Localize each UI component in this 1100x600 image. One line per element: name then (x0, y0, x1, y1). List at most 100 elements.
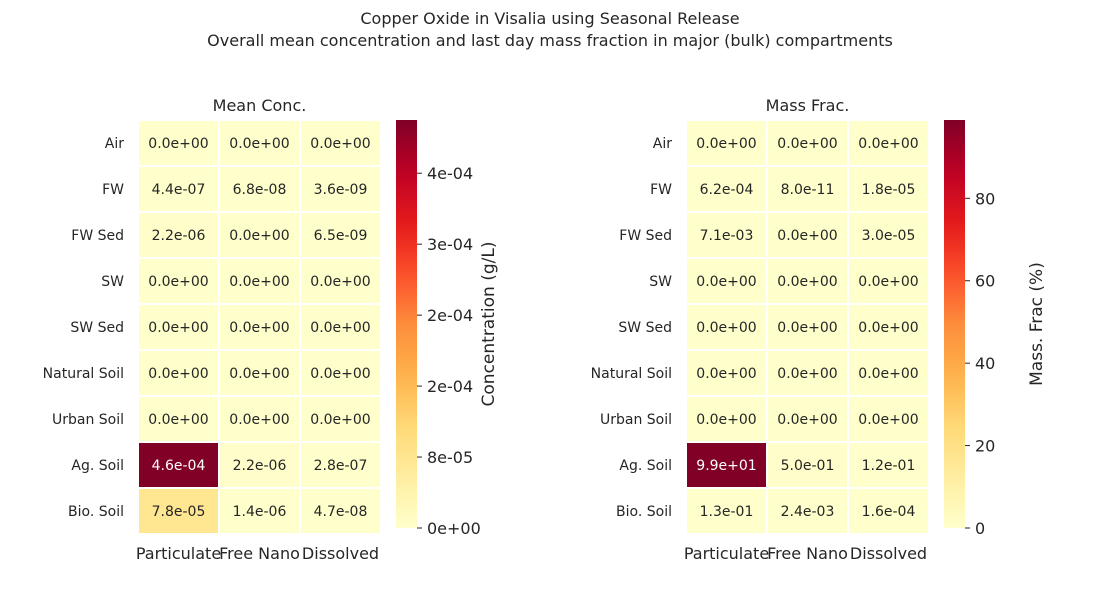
row-label: Air (105, 136, 124, 152)
cell-label: 0.0e+00 (777, 274, 837, 290)
colorbar-tick-label: 40 (975, 354, 995, 373)
heatmap-cell (218, 487, 301, 535)
cell-label: 0.0e+00 (777, 320, 837, 336)
colorbar-tick-label: 60 (975, 272, 995, 291)
heatmap-cell (766, 349, 849, 397)
colorbar-tick-label: 20 (975, 437, 995, 456)
heatmap-cell (299, 257, 382, 305)
cell-label: 0.0e+00 (777, 366, 837, 382)
cell-label: 0.0e+00 (777, 136, 837, 152)
cell-label: 1.3e-01 (700, 504, 754, 520)
cell-label: 3.0e-05 (862, 228, 916, 244)
heatmap-cell (299, 349, 382, 397)
cell-label: 0.0e+00 (310, 136, 370, 152)
cell-label: 0.0e+00 (229, 366, 289, 382)
cell-label: 0.0e+00 (310, 412, 370, 428)
cell-label: 2.2e-06 (152, 228, 206, 244)
column-label: Particulate (684, 544, 769, 563)
cell-label: 0.0e+00 (310, 274, 370, 290)
column-label: Dissolved (302, 544, 379, 563)
cell-label: 6.5e-09 (314, 228, 368, 244)
cell-label: 0.0e+00 (229, 320, 289, 336)
row-label: Bio. Soil (68, 504, 124, 520)
heatmap-cell (847, 165, 930, 213)
cell-label: 9.9e+01 (696, 458, 756, 474)
heatmap-cell (299, 395, 382, 443)
column-label: Free Nano (219, 544, 300, 563)
heatmap-cell (685, 257, 768, 305)
cell-label: 1.2e-01 (862, 458, 916, 474)
heatmap-cell (847, 303, 930, 351)
row-label: Natural Soil (43, 366, 124, 382)
cell-label: 2.4e-03 (781, 504, 835, 520)
cell-label: 0.0e+00 (858, 412, 918, 428)
row-label: Ag. Soil (619, 458, 672, 474)
cell-label: 0.0e+00 (148, 366, 208, 382)
cell-label: 1.6e-04 (862, 504, 916, 520)
cell-label: 0.0e+00 (858, 366, 918, 382)
row-label: Urban Soil (52, 412, 124, 428)
colorbar-tick-label: 0 (975, 519, 985, 538)
heatmap-panel-1: Mean Conc. 0.0e+00 0.0e+00 0.0e+00 4.4e-07 6.… (43, 96, 499, 563)
cell-label: 1.8e-05 (862, 182, 916, 198)
cell-label: 5.0e-01 (781, 458, 835, 474)
heatmap-cell (685, 303, 768, 351)
row-label: FW (650, 182, 672, 198)
cell-label: 8.0e-11 (781, 182, 835, 198)
cell-label: 0.0e+00 (696, 136, 756, 152)
row-label: Natural Soil (591, 366, 672, 382)
colorbar (944, 120, 965, 528)
cell-label: 4.6e-04 (152, 458, 206, 474)
cell-label: 0.0e+00 (229, 412, 289, 428)
row-label: FW Sed (619, 228, 672, 244)
figure-title-block: Copper Oxide in Visalia using Seasonal R… (0, 8, 1100, 52)
colorbar-label: Concentration (g/L) (479, 242, 499, 407)
cell-label: 0.0e+00 (148, 136, 208, 152)
colorbar-tick-label: 0e+00 (427, 519, 481, 538)
heatmap-cell (766, 487, 849, 535)
cell-label: 3.6e-09 (314, 182, 368, 198)
column-label: Free Nano (767, 544, 848, 563)
row-label: Ag. Soil (71, 458, 124, 474)
cell-label: 0.0e+00 (229, 228, 289, 244)
heatmap-cell (137, 441, 220, 489)
cell-label: 6.8e-08 (233, 182, 287, 198)
cell-label: 0.0e+00 (148, 274, 208, 290)
cell-label: 0.0e+00 (777, 412, 837, 428)
cell-label: 2.2e-06 (233, 458, 287, 474)
cell-label: 4.4e-07 (152, 182, 206, 198)
cell-label: 0.0e+00 (148, 412, 208, 428)
cell-label: 0.0e+00 (696, 274, 756, 290)
colorbar-tick-label: 8e-05 (427, 448, 473, 467)
row-label: FW (102, 182, 124, 198)
heatmap-cell (766, 303, 849, 351)
column-label: Dissolved (850, 544, 927, 563)
row-label: Urban Soil (600, 412, 672, 428)
cell-label: 0.0e+00 (696, 320, 756, 336)
cell-label: 0.0e+00 (229, 274, 289, 290)
heatmap-cell (299, 211, 382, 259)
cell-label: 7.8e-05 (152, 504, 206, 520)
heatmap-cell (137, 119, 220, 167)
row-label: SW (101, 274, 124, 290)
cell-label: 0.0e+00 (310, 366, 370, 382)
cell-label: 7.1e-03 (700, 228, 754, 244)
colorbar-tick-label: 80 (975, 189, 995, 208)
heatmap-cell (685, 441, 768, 489)
heatmap-cell (685, 487, 768, 535)
row-label: SW Sed (70, 320, 124, 336)
heatmap-cell (299, 119, 382, 167)
row-label: SW (649, 274, 672, 290)
cell-label: 0.0e+00 (858, 274, 918, 290)
row-label: Air (653, 136, 672, 152)
cell-label: 0.0e+00 (229, 136, 289, 152)
panel-title: Mass Frac. (766, 96, 850, 115)
figure-subtitle: Overall mean concentration and last day … (207, 31, 893, 50)
cell-label: 0.0e+00 (777, 228, 837, 244)
colorbar (396, 120, 417, 528)
heatmap-cell (847, 441, 930, 489)
cell-label: 2.8e-07 (314, 458, 368, 474)
cell-label: 4.7e-08 (314, 504, 368, 520)
heatmap-cell (299, 441, 382, 489)
row-label: FW Sed (71, 228, 124, 244)
